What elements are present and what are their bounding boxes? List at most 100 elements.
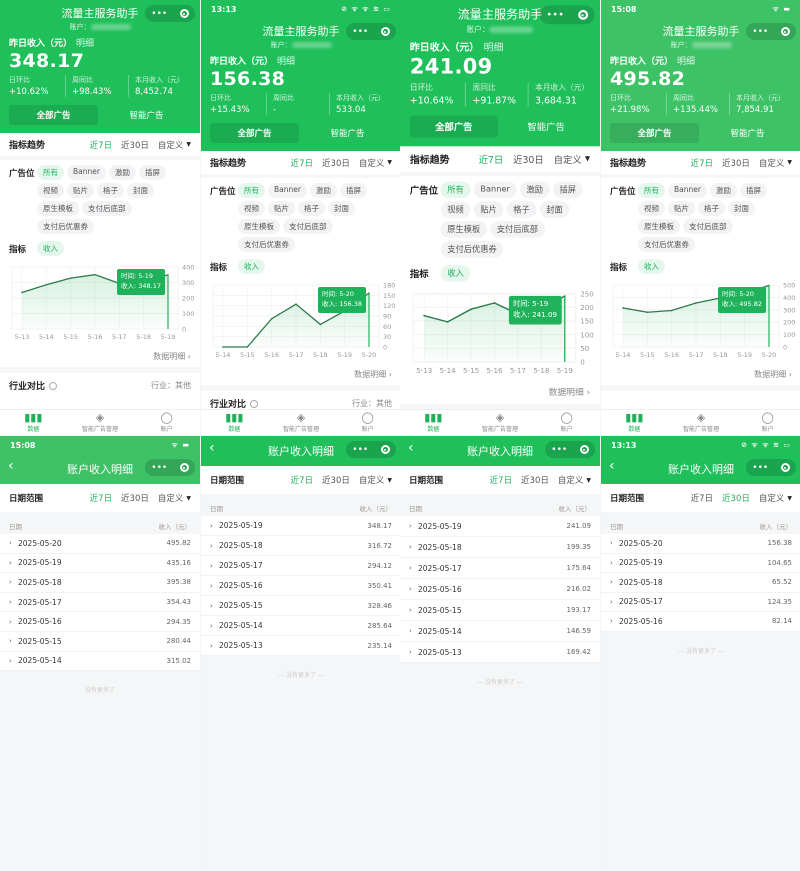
table-row[interactable]: › 2025-05-13 169.42 <box>400 642 600 663</box>
tab-2[interactable]: ◯ 账户 <box>734 410 800 435</box>
table-row[interactable]: › 2025-05-19 241.09 <box>400 516 600 537</box>
ad-slot-chip[interactable]: 支付后优惠券 <box>37 219 94 234</box>
chevron-right-icon[interactable]: › <box>9 637 12 646</box>
ad-slot-chip[interactable]: 所有 <box>37 165 64 180</box>
chevron-down-icon[interactable]: ▼ <box>787 494 792 502</box>
chevron-right-icon[interactable]: › <box>210 521 213 530</box>
table-row[interactable]: › 2025-05-14 285.64 <box>201 616 401 636</box>
ad-tab-smart[interactable]: 智能广告 <box>330 129 365 139</box>
capsule-menu[interactable]: ••• <box>746 459 796 476</box>
chevron-down-icon[interactable]: ▼ <box>787 159 792 166</box>
table-row[interactable]: › 2025-05-19 435.16 <box>0 553 200 574</box>
ad-tab-all[interactable]: 全部广告 <box>210 123 299 143</box>
chevron-down-icon[interactable]: ▼ <box>387 159 392 166</box>
ad-slot-chip[interactable]: 原生模板 <box>638 219 680 234</box>
capsule-menu[interactable]: ••• <box>346 23 396 40</box>
chevron-right-icon[interactable]: › <box>210 541 213 550</box>
capsule-menu[interactable]: ••• <box>545 441 595 458</box>
table-row[interactable]: › 2025-05-20 156.38 <box>601 534 800 554</box>
detail-link[interactable]: 明细 <box>277 57 296 67</box>
ad-slot-chip[interactable]: 插屏 <box>552 181 583 198</box>
chevron-right-icon[interactable]: › <box>9 598 12 607</box>
more-icon[interactable]: ••• <box>151 462 168 473</box>
range-tab-2[interactable]: 自定义 <box>358 158 385 169</box>
range-tab-2[interactable]: 自定义 <box>358 476 385 486</box>
table-row[interactable]: › 2025-05-17 354.43 <box>0 592 200 613</box>
ad-tab-all[interactable]: 全部广告 <box>409 115 498 138</box>
tab-0[interactable]: ▮▮▮ 数据 <box>201 410 268 435</box>
chevron-right-icon[interactable]: › <box>610 597 613 606</box>
table-row[interactable]: › 2025-05-13 235.14 <box>201 636 401 656</box>
ad-slot-chip[interactable]: 所有 <box>238 183 265 198</box>
ad-slot-chip[interactable]: 封面 <box>728 201 755 216</box>
ad-slot-chip[interactable]: 视频 <box>238 201 265 216</box>
close-mini-program-icon[interactable] <box>579 445 589 454</box>
ad-slot-chip[interactable]: 视频 <box>440 201 471 218</box>
range-tab-1[interactable]: 近30日 <box>521 476 549 486</box>
ad-slot-chip[interactable]: Banner <box>67 165 106 180</box>
range-tab-2[interactable]: 自定义 <box>157 494 184 504</box>
chevron-down-icon[interactable]: ▼ <box>186 141 191 148</box>
data-detail-link[interactable]: 数据明细 › <box>201 363 401 391</box>
ad-slot-chip[interactable]: 插屏 <box>138 165 166 180</box>
data-detail-label[interactable]: 数据明细 <box>754 370 787 379</box>
close-mini-program-icon[interactable] <box>380 445 390 454</box>
ad-slot-chip[interactable]: Banner <box>668 183 707 198</box>
range-tab-0[interactable]: 近7日 <box>690 494 714 504</box>
table-row[interactable]: › 2025-05-15 328.46 <box>201 596 401 616</box>
back-arrow-icon[interactable]: ‹ <box>8 458 14 474</box>
chevron-right-icon[interactable]: › <box>610 539 613 548</box>
chevron-right-icon[interactable]: › <box>409 648 412 656</box>
ad-slot-chip[interactable]: 原生模板 <box>440 221 487 238</box>
ad-slot-chip[interactable]: 贴片 <box>268 201 295 216</box>
tab-2[interactable]: ◯ 账户 <box>334 410 401 435</box>
tab-1[interactable]: ◈ 智能广告管理 <box>268 410 335 435</box>
range-tab-2[interactable]: 自定义 <box>758 158 785 169</box>
chevron-right-icon[interactable]: › <box>210 641 213 650</box>
chevron-down-icon[interactable]: ▼ <box>586 476 591 484</box>
table-row[interactable]: › 2025-05-16 216.02 <box>400 579 600 600</box>
ad-slot-chip[interactable]: 封面 <box>328 201 355 216</box>
range-tab-2[interactable]: 自定义 <box>557 476 584 486</box>
back-arrow-icon[interactable]: ‹ <box>209 440 215 456</box>
ad-slot-chip[interactable]: 贴片 <box>67 183 94 198</box>
table-row[interactable]: › 2025-05-19 104.65 <box>601 553 800 573</box>
table-row[interactable]: › 2025-05-16 82.14 <box>601 612 800 632</box>
ad-slot-chip[interactable]: 插屏 <box>739 183 767 198</box>
range-tab-0[interactable]: 近7日 <box>478 154 504 166</box>
range-tab-0[interactable]: 近7日 <box>89 140 113 151</box>
more-icon[interactable]: ••• <box>352 26 369 37</box>
ad-slot-chip[interactable]: 支付后底部 <box>82 201 132 216</box>
chevron-right-icon[interactable]: › <box>409 627 412 635</box>
range-tab-1[interactable]: 近30日 <box>513 154 544 166</box>
ad-slot-chip[interactable]: 原生模板 <box>238 219 280 234</box>
data-detail-link[interactable]: 数据明细 › <box>601 363 800 391</box>
back-arrow-icon[interactable]: ‹ <box>609 458 615 474</box>
chevron-right-icon[interactable]: › <box>409 522 412 530</box>
close-mini-program-icon[interactable] <box>380 27 390 36</box>
table-row[interactable]: › 2025-05-18 199.35 <box>400 537 600 558</box>
range-tab-0[interactable]: 近7日 <box>489 476 513 486</box>
table-row[interactable]: › 2025-05-15 280.44 <box>0 631 200 652</box>
ad-slot-chip[interactable]: 支付后底部 <box>283 219 333 234</box>
chevron-right-icon[interactable]: › <box>583 387 591 398</box>
chevron-right-icon[interactable]: › <box>610 578 613 587</box>
ad-slot-chip[interactable]: 原生模板 <box>37 201 79 216</box>
table-row[interactable]: › 2025-05-17 124.35 <box>601 592 800 612</box>
range-tab-1[interactable]: 近30日 <box>322 158 350 169</box>
ad-slot-chip[interactable]: 视频 <box>638 201 665 216</box>
ad-slot-chip[interactable]: 视频 <box>37 183 64 198</box>
industry-value[interactable]: 行业：其他 <box>151 380 191 390</box>
table-row[interactable]: › 2025-05-15 193.17 <box>400 600 600 621</box>
table-row[interactable]: › 2025-05-17 175.64 <box>400 558 600 579</box>
tab-0[interactable]: ▮▮▮ 数据 <box>0 410 67 435</box>
ad-slot-chip[interactable]: 封面 <box>127 183 154 198</box>
chevron-right-icon[interactable]: › <box>210 601 213 610</box>
info-icon[interactable] <box>49 382 58 390</box>
range-tab-1[interactable]: 近30日 <box>121 140 149 151</box>
close-mini-program-icon[interactable] <box>179 463 189 472</box>
data-detail-link[interactable]: 数据明细 › <box>0 345 200 373</box>
ad-slot-chip[interactable]: 所有 <box>440 181 471 198</box>
ad-slot-chip[interactable]: 封面 <box>539 201 570 218</box>
table-row[interactable]: › 2025-05-19 348.17 <box>201 516 401 536</box>
